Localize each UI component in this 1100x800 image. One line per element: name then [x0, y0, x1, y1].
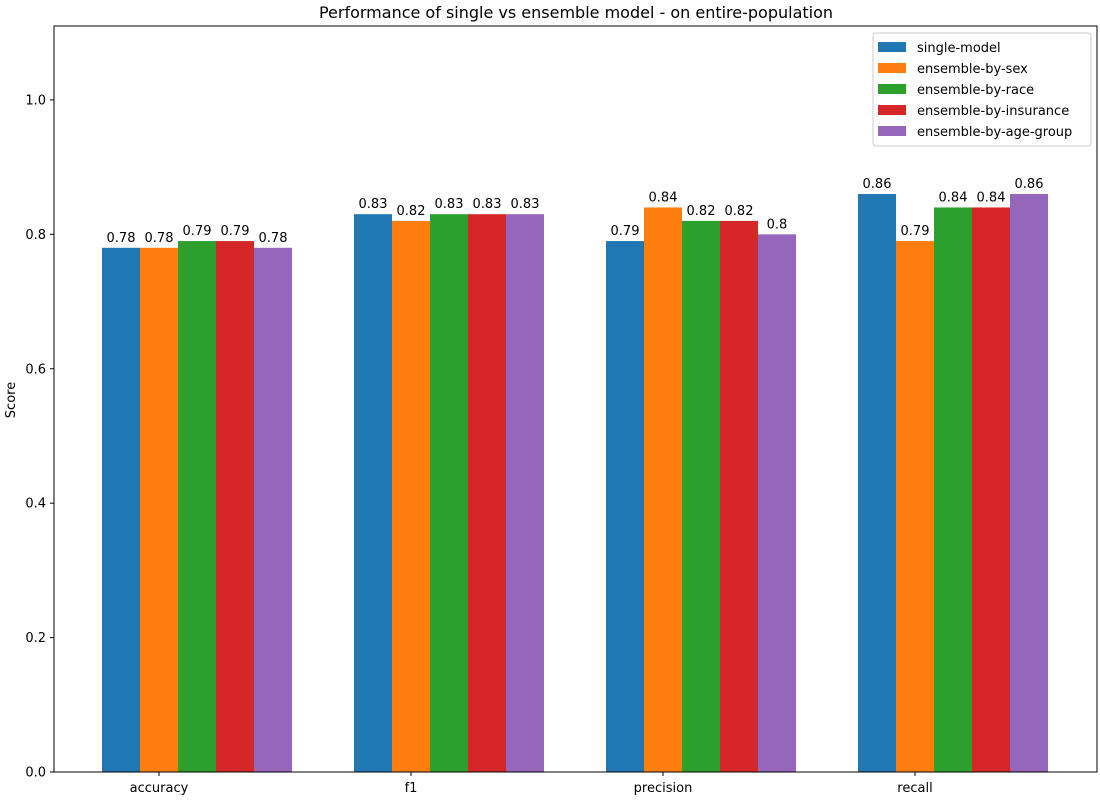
y-tick-label: 0.8: [25, 228, 46, 243]
legend-swatch: [878, 126, 906, 136]
legend-label: ensemble-by-insurance: [917, 104, 1069, 119]
bar-value-label: 0.78: [145, 231, 174, 246]
bar-value-label: 0.82: [687, 204, 716, 219]
y-tick-label: 0.4: [25, 497, 46, 512]
bar-ensemble-by-age-group-accuracy: [254, 247, 292, 772]
bar-value-label: 0.84: [977, 190, 1006, 205]
legend-swatch: [878, 84, 906, 94]
y-tick-label: 1.0: [25, 93, 46, 108]
legend: single-model ensemble-by-sex ensemble-by-r…: [872, 32, 1092, 147]
bar-ensemble-by-insurance-f1: [468, 214, 506, 772]
bar-value-label: 0.83: [359, 197, 388, 212]
legend-label: ensemble-by-sex: [917, 62, 1028, 77]
y-tick-label: 0.6: [25, 362, 46, 377]
bar-ensemble-by-sex-f1: [392, 220, 430, 773]
legend-box: [872, 32, 1092, 147]
bar-value-label: 0.79: [221, 224, 250, 239]
bar-single-model-recall: [858, 194, 896, 773]
bar-value-label: 0.86: [863, 177, 892, 192]
bar-value-label: 0.84: [939, 190, 968, 205]
bar-ensemble-by-insurance-precision: [720, 220, 758, 773]
x-tick-label: f1: [405, 781, 418, 796]
bar-value-label: 0.82: [725, 204, 754, 219]
legend-label: ensemble-by-race: [917, 83, 1034, 98]
bar-value-label: 0.83: [435, 197, 464, 212]
legend-swatch: [878, 105, 906, 115]
y-tick-label: 0.0: [25, 766, 46, 781]
bar-single-model-accuracy: [102, 247, 140, 772]
legend-swatch: [878, 42, 906, 52]
bar-value-label: 0.79: [901, 224, 930, 239]
bar-value-label: 0.78: [259, 231, 288, 246]
bar-ensemble-by-race-precision: [682, 220, 720, 773]
legend-label: single-model: [917, 41, 1001, 56]
bar-value-label: 0.79: [183, 224, 212, 239]
legend-label: ensemble-by-age-group: [917, 125, 1072, 140]
y-axis-label: Score: [4, 382, 19, 418]
bar-ensemble-by-race-f1: [430, 214, 468, 772]
y-tick-label: 0.2: [25, 631, 46, 646]
chart-title: Performance of single vs ensemble model …: [319, 3, 833, 22]
bar-value-label: 0.78: [107, 231, 136, 246]
legend-swatch: [878, 63, 906, 73]
bar-value-label: 0.8: [767, 217, 788, 232]
bar-value-label: 0.83: [511, 197, 540, 212]
x-tick-label: recall: [897, 781, 932, 796]
bar-ensemble-by-insurance-recall: [972, 207, 1010, 772]
bar-ensemble-by-sex-precision: [644, 207, 682, 772]
bar-ensemble-by-age-group-f1: [506, 214, 544, 772]
plot-frame: [53, 25, 1098, 773]
bar-ensemble-by-insurance-accuracy: [216, 241, 254, 773]
bar-value-label: 0.83: [473, 197, 502, 212]
bar-single-model-precision: [606, 241, 644, 773]
bar-ensemble-by-sex-accuracy: [140, 247, 178, 772]
bar-ensemble-by-age-group-recall: [1010, 194, 1048, 773]
bar-ensemble-by-sex-recall: [896, 241, 934, 773]
x-tick-label: precision: [634, 781, 693, 796]
bar-value-label: 0.82: [397, 204, 426, 219]
bar-ensemble-by-race-recall: [934, 207, 972, 772]
bar-single-model-f1: [354, 214, 392, 772]
bar-value-label: 0.84: [649, 190, 678, 205]
x-tick-label: accuracy: [130, 781, 189, 796]
bar-value-label: 0.79: [611, 224, 640, 239]
bar-value-label: 0.86: [1015, 177, 1044, 192]
bar-ensemble-by-age-group-precision: [758, 234, 796, 772]
bar-ensemble-by-race-accuracy: [178, 241, 216, 773]
plot-area: 0.78 0.83 0.79 0.86 0.78 0.82 0.84 0.79 0.79 0.83…: [25, 25, 1098, 796]
